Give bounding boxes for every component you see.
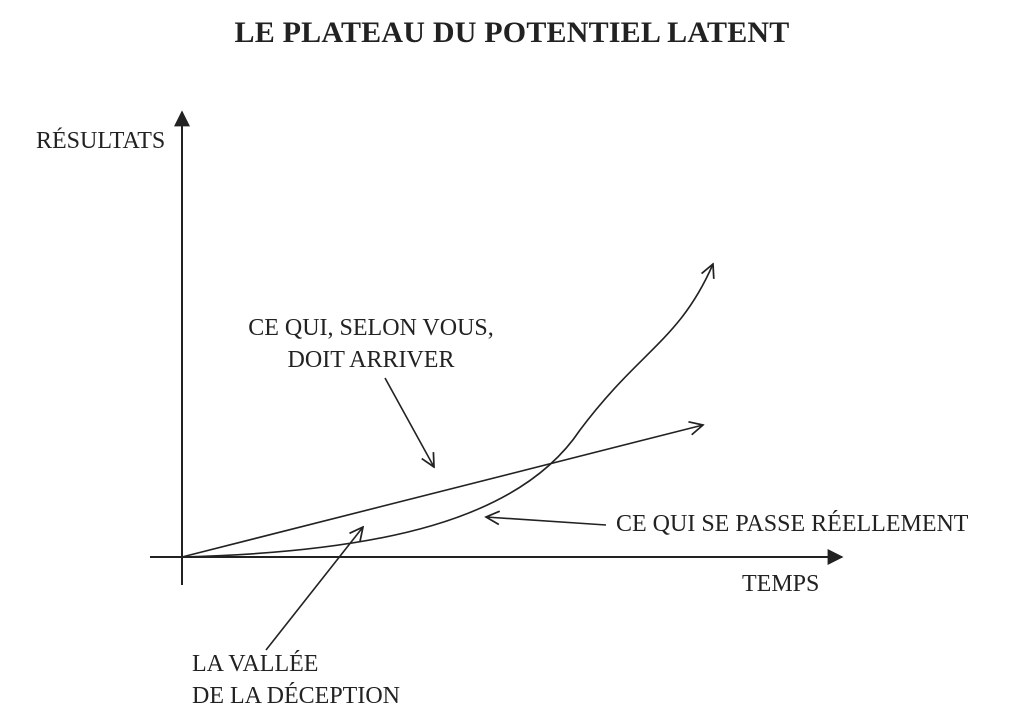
actual-pointer-arrow bbox=[486, 517, 607, 526]
y-axis-label: RÉSULTATS bbox=[36, 128, 166, 154]
expected-annotation: CE QUI, SELON VOUS, DOIT ARRIVER bbox=[196, 312, 546, 376]
valley-annotation-line-1: LA VALLÉE bbox=[192, 651, 319, 677]
diagram-title: LE PLATEAU DU POTENTIEL LATENT bbox=[234, 16, 790, 49]
valley-pointer-arrow bbox=[265, 527, 363, 651]
x-axis-label: TEMPS bbox=[742, 571, 820, 597]
actual-annotation: CE QUI SE PASSE RÉELLEMENT bbox=[616, 511, 969, 537]
expected-pointer-arrow bbox=[384, 377, 434, 467]
expected-annotation-line-1: CE QUI, SELON VOUS, bbox=[248, 315, 494, 341]
actual-progress-curve bbox=[181, 264, 713, 558]
valley-annotation: LA VALLÉE DE LA DÉCEPTION bbox=[192, 648, 400, 712]
valley-annotation-line-2: DE LA DÉCEPTION bbox=[192, 683, 400, 709]
expected-annotation-line-2: DOIT ARRIVER bbox=[287, 347, 455, 373]
expected-progress-line bbox=[181, 425, 703, 558]
